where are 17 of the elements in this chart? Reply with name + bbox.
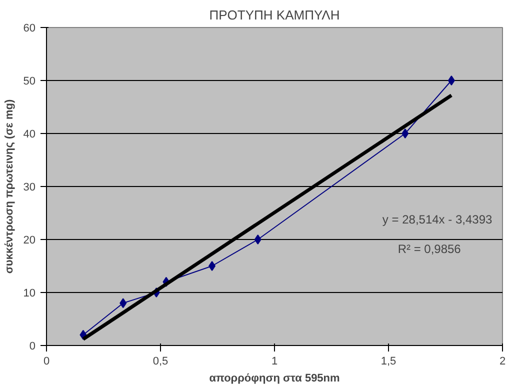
annotation: y = 28,514x - 3,4393 [382,212,492,226]
y-tick-label: 40 [23,128,36,140]
x-tick-label: 1,5 [380,356,396,368]
y-tick-label: 60 [23,22,36,34]
chart-title: ΠΡΟΤΥΠΗ ΚΑΜΠΥΛΗ [209,8,340,22]
y-axis-title: συκκέντρωση πρωτεινης (σε mg) [3,99,16,274]
x-tick-label: 0 [43,356,50,368]
x-tick-label: 2 [499,356,506,368]
annotation: R² = 0,9856 [398,242,462,256]
y-tick-label: 0 [29,340,36,352]
y-tick-label: 10 [23,288,36,300]
y-tick-label: 20 [23,234,36,246]
x-tick-label: 1 [271,356,278,368]
x-tick-label: 0,5 [152,356,168,368]
x-axis-title: απορρόφηση στα 595nm [209,372,340,384]
y-tick-label: 50 [23,76,36,88]
y-tick-label: 30 [23,182,36,194]
